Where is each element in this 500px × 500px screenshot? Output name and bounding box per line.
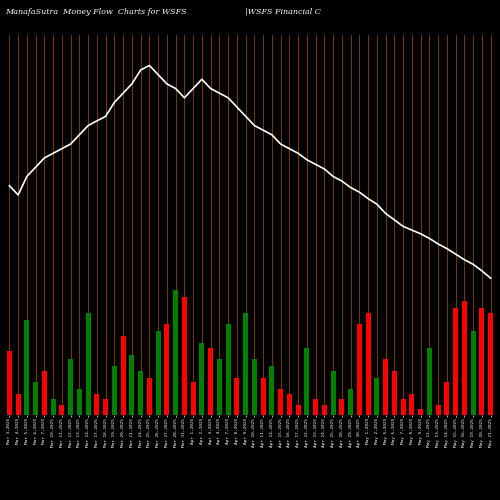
Bar <box>470 332 476 415</box>
Bar <box>147 378 152 415</box>
Bar <box>103 398 108 415</box>
Bar <box>94 394 100 415</box>
Bar <box>383 360 388 415</box>
Bar <box>313 398 318 415</box>
Bar <box>366 313 370 415</box>
Bar <box>243 313 248 415</box>
Bar <box>156 332 160 415</box>
Bar <box>217 360 222 415</box>
Text: ManafaSutra  Money Flow  Charts for WSFS: ManafaSutra Money Flow Charts for WSFS <box>5 8 186 16</box>
Bar <box>164 324 170 415</box>
Bar <box>436 404 440 415</box>
Bar <box>410 394 414 415</box>
Bar <box>130 354 134 415</box>
Bar <box>200 343 204 415</box>
Bar <box>252 360 257 415</box>
Bar <box>182 296 187 415</box>
Bar <box>287 394 292 415</box>
Bar <box>190 382 196 415</box>
Bar <box>418 409 423 415</box>
Bar <box>86 313 90 415</box>
Bar <box>120 336 126 415</box>
Bar <box>234 378 240 415</box>
Bar <box>322 404 327 415</box>
Bar <box>173 290 178 415</box>
Bar <box>112 366 117 415</box>
Bar <box>60 404 64 415</box>
Bar <box>453 308 458 415</box>
Bar <box>392 371 397 415</box>
Bar <box>296 404 300 415</box>
Bar <box>400 398 406 415</box>
Bar <box>304 348 310 415</box>
Text: |WSFS Financial C: |WSFS Financial C <box>245 8 321 16</box>
Bar <box>427 348 432 415</box>
Bar <box>330 371 336 415</box>
Bar <box>488 313 493 415</box>
Bar <box>138 371 143 415</box>
Bar <box>462 301 467 415</box>
Bar <box>348 390 353 415</box>
Bar <box>77 390 82 415</box>
Bar <box>208 348 213 415</box>
Bar <box>357 324 362 415</box>
Bar <box>270 366 274 415</box>
Bar <box>444 382 450 415</box>
Bar <box>33 382 38 415</box>
Bar <box>278 390 283 415</box>
Bar <box>7 351 12 415</box>
Bar <box>374 378 380 415</box>
Bar <box>16 394 20 415</box>
Bar <box>42 371 47 415</box>
Bar <box>480 308 484 415</box>
Bar <box>226 324 230 415</box>
Bar <box>260 378 266 415</box>
Bar <box>24 320 29 415</box>
Bar <box>50 398 56 415</box>
Bar <box>68 360 73 415</box>
Bar <box>340 398 344 415</box>
